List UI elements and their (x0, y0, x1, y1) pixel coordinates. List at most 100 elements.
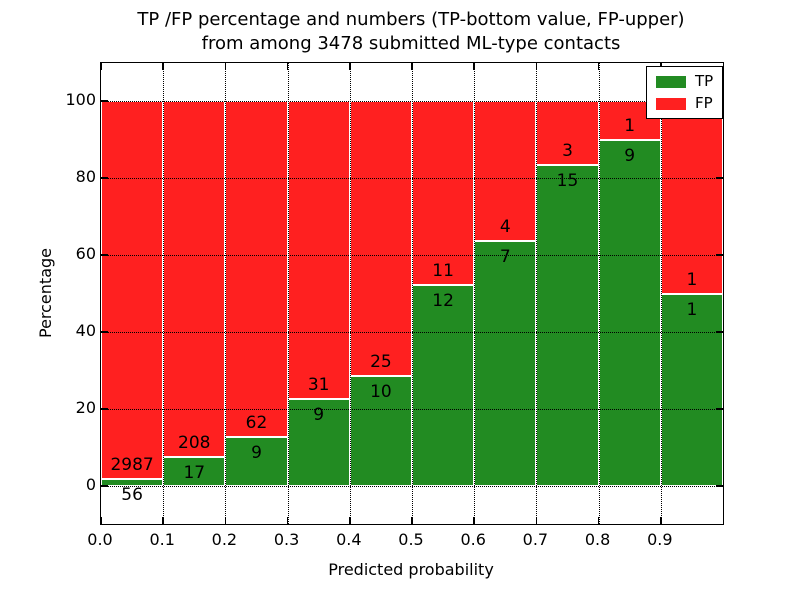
vertical-gridline (536, 63, 538, 524)
chart-title: TP /FP percentage and numbers (TP-bottom… (100, 8, 722, 56)
x-axis-tick (100, 63, 102, 70)
tp-bar-segment (474, 240, 537, 486)
vertical-gridline (287, 63, 289, 524)
y-axis-tick (716, 485, 723, 487)
y-axis-tick (716, 331, 723, 333)
tp-count-label: 12 (432, 291, 454, 312)
plot-area: 2987 56 208 17 62 9 31 9 25 10 11 12 4 7 3 15 1 9 1 1 (100, 62, 724, 525)
y-axis-tick (716, 408, 723, 410)
y-tick-label: 40 (75, 321, 96, 340)
y-axis-tick (101, 177, 108, 179)
tp-swatch-icon (656, 75, 686, 88)
x-axis-tick (286, 63, 289, 70)
y-tick-label: 0 (85, 475, 96, 494)
y-tick-label: 20 (75, 398, 96, 417)
tp-count-label: 9 (624, 145, 636, 166)
vertical-gridline (412, 63, 413, 524)
x-axis-tick (411, 517, 413, 524)
fp-count-label: 31 (307, 375, 330, 396)
fp-count-label: 2987 (110, 454, 154, 475)
y-tick-label: 100 (65, 90, 96, 109)
fp-count-label: 62 (245, 413, 268, 434)
tp-count-label: 10 (370, 382, 392, 402)
legend-item-fp: FP (656, 96, 713, 111)
fp-bar-segment (225, 101, 288, 438)
x-tick-label: 0.7 (522, 530, 549, 549)
tp-count-label: 15 (556, 171, 579, 192)
y-axis-tick (716, 254, 723, 256)
y-tick-label: 80 (75, 167, 96, 186)
x-axis-tick (597, 517, 600, 524)
fp-swatch-icon (656, 97, 686, 110)
x-axis-label: Predicted probability (328, 560, 494, 579)
tp-bar-segment (536, 165, 599, 486)
tp-bar-segment (412, 285, 475, 486)
x-tick-label: 0.3 (273, 530, 300, 549)
fp-bar-segment (101, 101, 164, 479)
fp-count-label: 1 (686, 269, 698, 290)
fp-count-label: 11 (432, 261, 454, 282)
tp-bar-segment (349, 376, 412, 486)
x-axis-tick (162, 63, 164, 70)
vertical-gridline (349, 63, 351, 524)
x-tick-label: 0.2 (211, 530, 238, 549)
x-tick-label: 0.9 (647, 530, 673, 549)
tp-count-label: 1 (686, 299, 698, 320)
x-tick-label: 0.1 (149, 530, 175, 549)
fp-count-label: 4 (499, 216, 511, 237)
x-tick-label: 0.6 (460, 530, 486, 549)
x-axis-tick (224, 63, 227, 70)
fp-bar-segment (660, 101, 723, 294)
y-tick-label: 60 (75, 244, 96, 263)
tp-bar-segment (660, 293, 723, 486)
tp-bar-segment (163, 456, 226, 486)
y-axis-tick (101, 331, 108, 333)
vertical-gridline (598, 63, 600, 524)
fp-bar-segment (163, 101, 226, 457)
legend: TP FP (646, 66, 724, 119)
x-tick-label: 0.8 (584, 530, 611, 549)
x-axis-tick (162, 517, 164, 524)
x-axis-tick (535, 63, 538, 70)
x-axis-tick (660, 517, 662, 524)
tp-count-label: 9 (251, 443, 262, 464)
x-tick-label: 0.0 (87, 530, 113, 549)
tp-count-label: 17 (183, 462, 206, 483)
x-axis-tick (286, 517, 289, 524)
y-axis-tick (101, 485, 108, 487)
x-tick-label: 0.4 (336, 530, 362, 549)
legend-label-fp: FP (695, 94, 713, 112)
vertical-gridline (660, 63, 662, 524)
tp-bar-segment (287, 399, 350, 486)
fp-bar-segment (412, 101, 475, 286)
legend-label-tp: TP (695, 72, 714, 90)
x-axis-tick (224, 517, 227, 524)
tp-bar-segment (101, 478, 164, 486)
vertical-gridline (225, 63, 227, 524)
legend-item-tp: TP (656, 74, 713, 89)
x-axis-tick (597, 63, 600, 70)
chart-title-line2: from among 3478 submitted ML-type contac… (201, 33, 621, 54)
x-axis-tick (349, 517, 351, 524)
y-axis-tick (101, 254, 108, 256)
vertical-gridline (163, 63, 165, 524)
fp-count-label: 25 (370, 352, 392, 372)
fp-count-label: 208 (178, 432, 211, 453)
chart-title-line1: TP /FP percentage and numbers (TP-bottom… (137, 9, 685, 30)
x-axis-tick (535, 517, 538, 524)
x-axis-tick (349, 63, 351, 70)
x-axis-tick (411, 63, 413, 70)
y-axis-tick (716, 177, 723, 179)
tp-bar-segment (598, 139, 661, 486)
vertical-gridline (474, 63, 476, 524)
tp-count-label: 56 (121, 484, 143, 505)
y-axis-tick (101, 408, 108, 410)
fp-bar-segment (349, 101, 412, 376)
fp-count-label: 3 (562, 141, 573, 162)
fp-bar-segment (287, 101, 350, 400)
x-axis-tick (473, 517, 475, 524)
x-axis-tick (100, 517, 102, 524)
tp-count-label: 7 (499, 246, 511, 267)
fp-count-label: 1 (624, 115, 636, 136)
